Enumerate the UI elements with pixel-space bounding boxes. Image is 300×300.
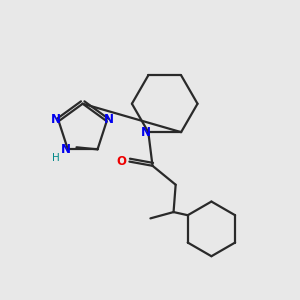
Text: N: N bbox=[104, 112, 114, 126]
Text: O: O bbox=[117, 155, 127, 168]
Text: H: H bbox=[52, 153, 60, 163]
Text: N: N bbox=[61, 143, 71, 156]
Text: N: N bbox=[141, 126, 151, 139]
Text: N: N bbox=[51, 112, 61, 126]
